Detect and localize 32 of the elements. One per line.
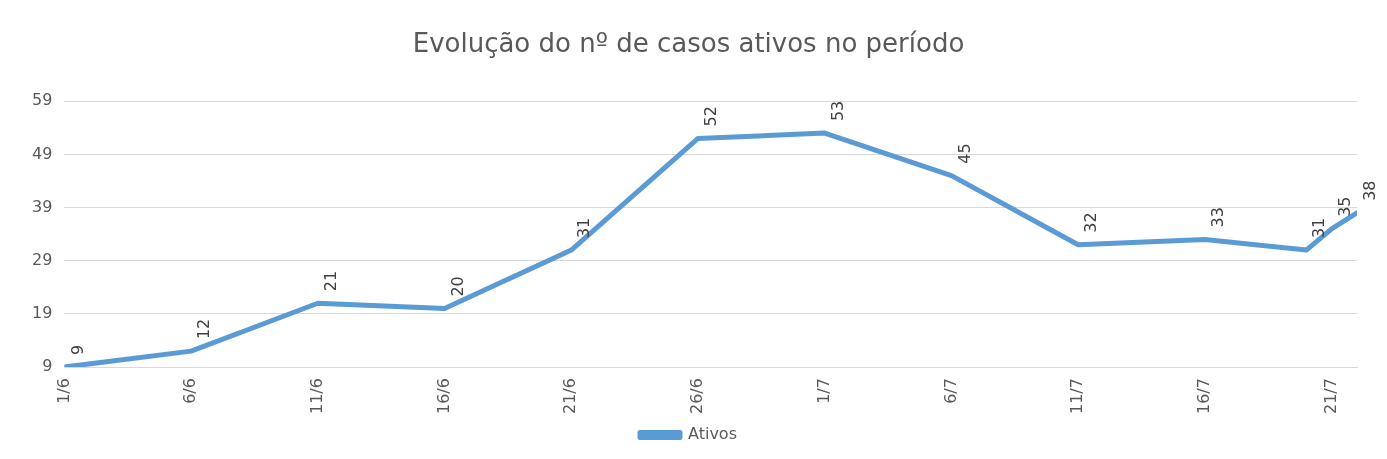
data-label: 53	[827, 100, 847, 122]
data-label: 12	[194, 318, 214, 340]
y-tick-label: 19	[32, 303, 53, 323]
x-tick-label: 1/6	[53, 378, 73, 404]
data-label: 52	[701, 106, 721, 127]
y-tick-label: 29	[32, 249, 53, 269]
data-label: 20	[447, 276, 467, 297]
x-tick-label: 26/6	[687, 378, 707, 415]
x-tick-label: 1/7	[813, 378, 833, 404]
chart-title: Evolução do nº de casos ativos no período	[412, 28, 965, 59]
data-label: 33	[1208, 207, 1228, 228]
x-tick-label: 21/6	[560, 378, 580, 415]
x-tick-label: 21/7	[1320, 378, 1340, 415]
y-tick-label: 39	[32, 196, 53, 216]
x-tick-label: 16/6	[433, 378, 453, 415]
data-label: 35	[1334, 196, 1354, 217]
y-tick-label: 49	[32, 143, 53, 163]
legend-label: Ativos	[688, 424, 737, 444]
x-tick-label: 11/6	[306, 378, 326, 415]
x-tick-label: 6/7	[940, 378, 960, 404]
data-label: 21	[320, 270, 340, 292]
data-label: 32	[1081, 212, 1101, 233]
data-label: 9	[67, 344, 87, 356]
data-label: 38	[1360, 180, 1380, 201]
data-label: 31	[574, 217, 594, 239]
data-label: 45	[954, 143, 974, 164]
x-tick-label: 11/7	[1067, 378, 1087, 415]
y-tick-label: 59	[32, 90, 53, 110]
x-tick-label: 6/6	[180, 378, 200, 404]
x-tick-label: 16/7	[1194, 378, 1214, 415]
y-tick-label: 9	[42, 356, 53, 376]
data-label: 31	[1309, 217, 1329, 239]
